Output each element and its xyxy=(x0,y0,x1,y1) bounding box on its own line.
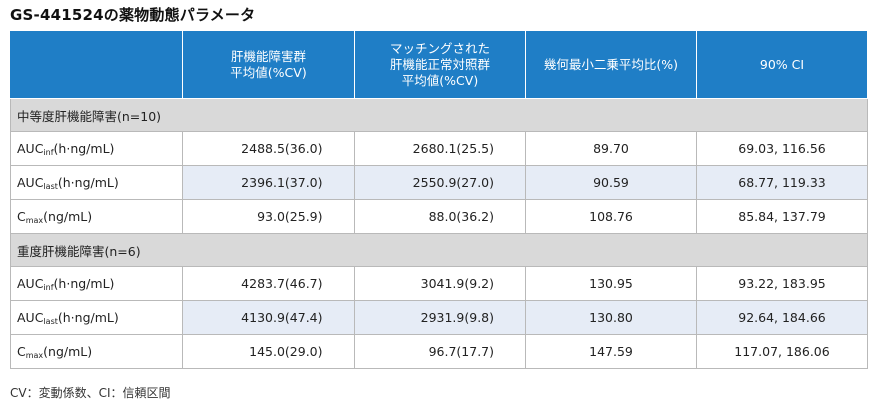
section-header-row: 中等度肝機能障害(n=10) xyxy=(10,98,868,132)
header-impaired-group: 肝機能障害群 平均値(%CV) xyxy=(182,30,355,99)
parameter-subscript: max xyxy=(25,350,44,360)
impaired-mean-cell: 4130.9(47.4) xyxy=(182,300,355,335)
parameter-subscript: inf xyxy=(43,282,54,292)
control-mean-cell-value: 2550.9(27.0) xyxy=(412,175,494,190)
parameter-cell: AUCinf(h·ng/mL) xyxy=(10,266,183,301)
impaired-mean-cell: 2488.5(36.0) xyxy=(182,131,355,166)
section-label: 重度肝機能障害(n=6) xyxy=(10,233,868,267)
parameter-unit: (h·ng/mL) xyxy=(53,275,115,291)
control-mean-cell: 88.0(36.2) xyxy=(354,199,526,234)
control-mean-cell: 2550.9(27.0) xyxy=(354,165,526,200)
parameter-subscript: max xyxy=(25,215,44,225)
parameter-name: AUC xyxy=(17,309,44,325)
gls-ratio-cell: 130.80 xyxy=(525,300,697,335)
ci-cell: 85.84, 137.79 xyxy=(696,199,868,234)
header-control-group: マッチングされた 肝機能正常対照群 平均値(%CV) xyxy=(354,30,526,99)
parameter-subscript: last xyxy=(43,181,58,191)
parameter-name: AUC xyxy=(17,174,44,190)
footnote: CV：変動係数、CI：信頼区間 xyxy=(10,386,171,400)
header-impaired-line-1: 肝機能障害群 xyxy=(230,48,306,64)
control-mean-cell-value: 3041.9(9.2) xyxy=(420,276,494,291)
section-header-row: 重度肝機能障害(n=6) xyxy=(10,233,868,267)
table-header-row: 肝機能障害群 平均値(%CV) マッチングされた 肝機能正常対照群 平均値(%C… xyxy=(10,30,868,99)
impaired-mean-cell-value: 4130.9(47.4) xyxy=(241,310,323,325)
control-mean-cell-value: 96.7(17.7) xyxy=(428,344,494,359)
parameter-name: AUC xyxy=(17,275,44,291)
parameter-unit: (ng/mL) xyxy=(43,208,93,224)
control-mean-cell: 2931.9(9.8) xyxy=(354,300,526,335)
parameter-cell: AUClast(h·ng/mL) xyxy=(10,165,183,200)
parameter-unit: (ng/mL) xyxy=(43,343,93,359)
impaired-mean-cell-value: 4283.7(46.7) xyxy=(241,276,323,291)
ci-cell: 69.03, 116.56 xyxy=(696,131,868,166)
parameter-cell: Cmax(ng/mL) xyxy=(10,199,183,234)
table-row: Cmax(ng/mL) 93.0(25.9) 88.0(36.2) 108.76 85.… xyxy=(10,199,868,234)
parameter-subscript: last xyxy=(43,316,58,326)
table-body: 中等度肝機能障害(n=10) AUCinf(h·ng/mL) 2488.5(36.0… xyxy=(10,98,868,369)
gls-ratio-cell: 108.76 xyxy=(525,199,697,234)
header-control-line-1: マッチングされた xyxy=(389,40,490,56)
section-label: 中等度肝機能障害(n=10) xyxy=(10,98,868,132)
header-control-line-3: 平均値(%CV) xyxy=(401,72,479,88)
parameter-unit: (h·ng/mL) xyxy=(53,140,115,156)
header-control-line-2: 肝機能正常対照群 xyxy=(389,56,490,72)
impaired-mean-cell: 4283.7(46.7) xyxy=(182,266,355,301)
gls-ratio-cell: 90.59 xyxy=(525,165,697,200)
table-row: AUClast(h·ng/mL) 4130.9(47.4) 2931.9(9.8) 1… xyxy=(10,300,868,335)
gls-ratio-cell: 130.95 xyxy=(525,266,697,301)
ci-cell: 117.07, 186.06 xyxy=(696,334,868,369)
header-impaired-line-2: 平均値(%CV) xyxy=(230,64,307,80)
parameter-cell: AUCinf(h·ng/mL) xyxy=(10,131,183,166)
header-gls-mean-ratio: 幾何最小二乗平均比(%) xyxy=(525,30,697,99)
pk-parameter-table: 肝機能障害群 平均値(%CV) マッチングされた 肝機能正常対照群 平均値(%C… xyxy=(10,30,868,369)
control-mean-cell-value: 2931.9(9.8) xyxy=(420,310,494,325)
table-row: AUClast(h·ng/mL) 2396.1(37.0) 2550.9(27.0)… xyxy=(10,165,868,200)
parameter-cell: AUClast(h·ng/mL) xyxy=(10,300,183,335)
parameter-name: AUC xyxy=(17,140,44,156)
parameter-name: C xyxy=(17,343,26,359)
gls-ratio-cell: 147.59 xyxy=(525,334,697,369)
table-row: Cmax(ng/mL) 145.0(29.0) 96.7(17.7) 147.59 11… xyxy=(10,334,868,369)
impaired-mean-cell: 145.0(29.0) xyxy=(182,334,355,369)
header-90-ci: 90% CI xyxy=(696,30,868,99)
impaired-mean-cell-value: 2488.5(36.0) xyxy=(241,141,323,156)
impaired-mean-cell-value: 145.0(29.0) xyxy=(249,344,323,359)
impaired-mean-cell-value: 2396.1(37.0) xyxy=(241,175,323,190)
control-mean-cell: 2680.1(25.5) xyxy=(354,131,526,166)
ci-cell: 68.77, 119.33 xyxy=(696,165,868,200)
page-title: GS-441524の薬物動態パラメータ xyxy=(10,6,256,24)
control-mean-cell: 3041.9(9.2) xyxy=(354,266,526,301)
impaired-mean-cell: 93.0(25.9) xyxy=(182,199,355,234)
ci-cell: 92.64, 184.66 xyxy=(696,300,868,335)
ci-cell: 93.22, 183.95 xyxy=(696,266,868,301)
control-mean-cell-value: 88.0(36.2) xyxy=(428,209,494,224)
header-blank-cell xyxy=(10,30,183,99)
parameter-name: C xyxy=(17,208,26,224)
control-mean-cell: 96.7(17.7) xyxy=(354,334,526,369)
table-row: AUCinf(h·ng/mL) 2488.5(36.0) 2680.1(25.5) 8… xyxy=(10,131,868,166)
parameter-subscript: inf xyxy=(43,147,54,157)
impaired-mean-cell: 2396.1(37.0) xyxy=(182,165,355,200)
parameter-unit: (h·ng/mL) xyxy=(57,309,119,325)
gls-ratio-cell: 89.70 xyxy=(525,131,697,166)
parameter-unit: (h·ng/mL) xyxy=(57,174,119,190)
table-row: AUCinf(h·ng/mL) 4283.7(46.7) 3041.9(9.2) 13… xyxy=(10,266,868,301)
control-mean-cell-value: 2680.1(25.5) xyxy=(412,141,494,156)
impaired-mean-cell-value: 93.0(25.9) xyxy=(257,209,323,224)
parameter-cell: Cmax(ng/mL) xyxy=(10,334,183,369)
